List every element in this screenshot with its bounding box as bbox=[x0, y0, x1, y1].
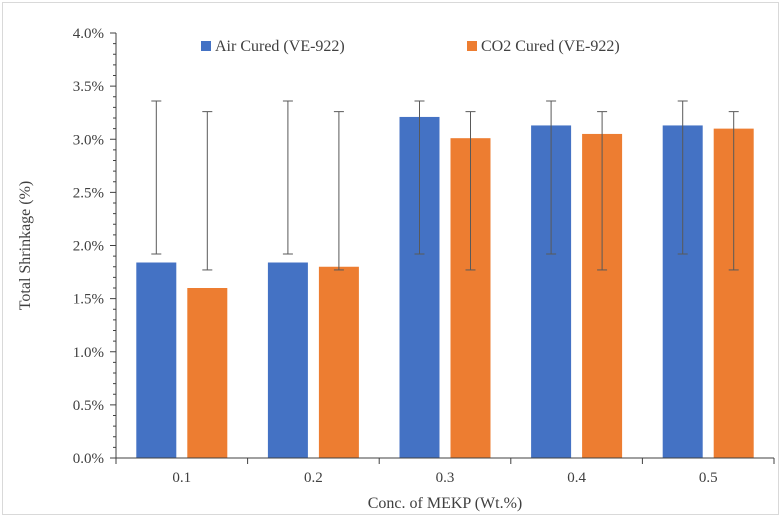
legend: Air Cured (VE-922) CO2 Cured (VE-922) bbox=[201, 38, 620, 55]
bars bbox=[136, 116, 754, 458]
y-tick-label: 0.0% bbox=[73, 451, 104, 467]
y-tick-label: 3.5% bbox=[73, 79, 104, 95]
y-tick-label: 0.5% bbox=[73, 398, 104, 414]
bar bbox=[318, 266, 359, 458]
bar bbox=[187, 288, 228, 458]
bar bbox=[136, 262, 177, 458]
y-tick-label: 2.0% bbox=[73, 239, 104, 255]
bar bbox=[267, 262, 308, 458]
y-axis-title: Total Shrinkage (%) bbox=[17, 181, 34, 311]
x-tick-label: 0.3 bbox=[436, 470, 455, 486]
legend-label-air-cured: Air Cured (VE-922) bbox=[215, 38, 345, 55]
y-axis-ticks bbox=[110, 32, 116, 459]
y-tick-label: 1.0% bbox=[73, 345, 104, 361]
x-axis-title: Conc. of MEKP (Wt.%) bbox=[368, 495, 523, 512]
x-tick-label: 0.5 bbox=[699, 470, 718, 486]
x-tick-label: 0.4 bbox=[567, 470, 586, 486]
y-tick-label: 2.5% bbox=[73, 185, 104, 201]
legend-swatch-air-cured bbox=[201, 41, 211, 51]
y-tick-label: 4.0% bbox=[73, 26, 104, 42]
y-axis-tick-labels: 0.0% 0.5% 1.0% 1.5% 2.0% 2.5% 3.0% 3.5% 4.0% bbox=[73, 26, 104, 467]
error-bars bbox=[151, 100, 739, 271]
x-tick-label: 0.2 bbox=[304, 470, 323, 486]
legend-swatch-co2-cured bbox=[467, 41, 477, 51]
x-axis-tick-labels: 0.1 0.2 0.3 0.4 0.5 bbox=[172, 470, 717, 486]
y-tick-label: 1.5% bbox=[73, 292, 104, 308]
x-axis-ticks bbox=[115, 458, 775, 464]
x-tick-label: 0.1 bbox=[172, 470, 191, 486]
y-tick-label: 3.0% bbox=[73, 132, 104, 148]
legend-label-co2-cured: CO2 Cured (VE-922) bbox=[481, 38, 620, 55]
